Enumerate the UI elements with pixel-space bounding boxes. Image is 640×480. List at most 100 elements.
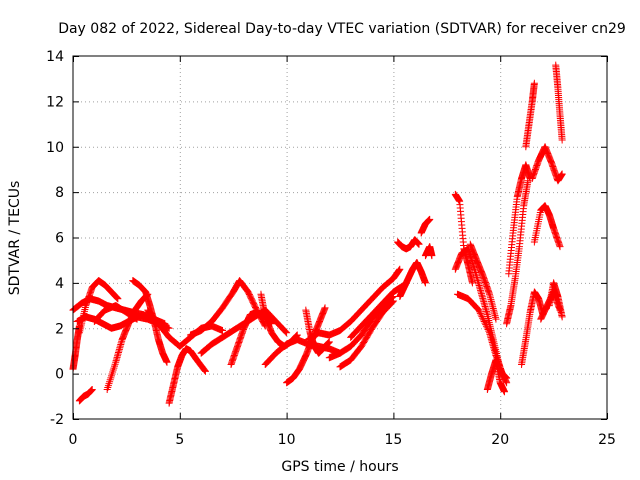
data-point xyxy=(104,382,112,390)
chart-title: Day 082 of 2022, Sidereal Day-to-day VTE… xyxy=(58,21,626,37)
data-point xyxy=(283,329,291,337)
data-point xyxy=(110,364,118,372)
data-point xyxy=(558,313,566,321)
series-track-31 xyxy=(503,177,532,328)
series-track-36 xyxy=(528,143,566,185)
data-point xyxy=(108,370,116,378)
data-point xyxy=(415,240,423,248)
series-track-15 xyxy=(261,336,344,369)
series-track-18 xyxy=(304,265,404,344)
series-track-22 xyxy=(394,236,423,253)
x-tick-label: 15 xyxy=(384,432,402,448)
series-track-10 xyxy=(165,345,209,407)
series-track-39 xyxy=(545,279,566,321)
data-point xyxy=(281,327,289,335)
data-point xyxy=(481,319,489,327)
series-track-20 xyxy=(336,297,397,371)
data-point xyxy=(109,366,117,374)
series-track-4 xyxy=(75,386,96,405)
series-track-29 xyxy=(466,240,500,323)
series-track-32 xyxy=(505,161,534,278)
data-point xyxy=(75,322,83,330)
data-point xyxy=(282,328,290,336)
data-point xyxy=(484,326,492,334)
y-tick-label: 12 xyxy=(46,94,64,110)
data-point xyxy=(88,386,96,394)
axis-ticks: 0 5 10 15 20 25 -2 0 2 4 6 8 10 12 14 xyxy=(46,49,616,448)
data-point xyxy=(482,321,490,329)
data-point xyxy=(468,279,476,287)
data-marks xyxy=(69,61,566,407)
series-track-5 xyxy=(69,322,83,373)
data-point xyxy=(479,314,487,322)
data-point xyxy=(478,313,486,321)
x-tick-label: 10 xyxy=(278,432,296,448)
x-tick-label: 0 xyxy=(69,432,78,448)
x-tick-label: 5 xyxy=(175,432,184,448)
data-point xyxy=(201,367,209,375)
y-axis-label: SDTVAR / TECUs xyxy=(7,181,23,296)
data-point xyxy=(165,324,173,332)
series-track-30 xyxy=(483,356,508,396)
x-tick-label: 25 xyxy=(598,432,616,448)
y-tick-label: 4 xyxy=(55,276,64,292)
series-track-38 xyxy=(552,61,566,144)
data-point xyxy=(388,299,396,307)
series-track-28 xyxy=(453,290,511,382)
series-track-34 xyxy=(518,288,547,369)
data-point xyxy=(426,215,434,223)
series-track-3 xyxy=(75,277,122,337)
data-point xyxy=(109,368,117,376)
y-tick-label: 2 xyxy=(55,321,64,337)
data-point xyxy=(243,286,251,294)
series-track-17 xyxy=(302,306,333,357)
series-track-24 xyxy=(417,215,434,237)
data-point xyxy=(421,279,429,287)
y-tick-label: 14 xyxy=(46,49,64,65)
data-point xyxy=(104,384,112,392)
data-point xyxy=(321,304,329,312)
series-track-35 xyxy=(530,202,564,251)
data-point xyxy=(200,366,208,374)
data-point xyxy=(530,79,538,87)
data-point xyxy=(475,306,483,314)
data-point xyxy=(163,358,171,366)
data-point xyxy=(428,252,436,260)
data-point xyxy=(500,388,508,396)
data-point xyxy=(325,338,333,346)
data-point xyxy=(483,324,491,332)
data-point xyxy=(492,315,500,323)
data-point xyxy=(114,295,122,303)
series-track-23 xyxy=(396,258,429,300)
data-point xyxy=(480,317,488,325)
data-point xyxy=(106,378,114,386)
data-point xyxy=(476,309,484,317)
series-track-25 xyxy=(421,243,436,260)
data-point xyxy=(558,136,566,144)
y-tick-label: 6 xyxy=(55,231,64,247)
data-point xyxy=(107,372,115,380)
y-tick-label: 8 xyxy=(55,185,64,201)
series-track-11 xyxy=(186,277,269,339)
data-point xyxy=(396,265,404,273)
data-point xyxy=(111,360,119,368)
data-point xyxy=(389,298,397,306)
data-point xyxy=(558,170,566,178)
data-point xyxy=(482,322,490,330)
data-point xyxy=(485,327,493,335)
y-tick-label: -2 xyxy=(50,412,64,428)
series-track-27 xyxy=(451,245,511,387)
series-track-13 xyxy=(227,308,276,369)
data-point xyxy=(389,297,397,305)
y-tick-label: 10 xyxy=(46,140,64,156)
data-point xyxy=(476,308,484,316)
data-point xyxy=(107,374,115,382)
series-track-8 xyxy=(90,302,141,325)
x-axis-label: GPS time / hours xyxy=(281,459,398,475)
data-point xyxy=(556,243,564,251)
data-point xyxy=(201,367,209,375)
data-point xyxy=(133,315,141,323)
y-tick-label: 0 xyxy=(55,367,64,383)
data-point xyxy=(503,374,511,382)
